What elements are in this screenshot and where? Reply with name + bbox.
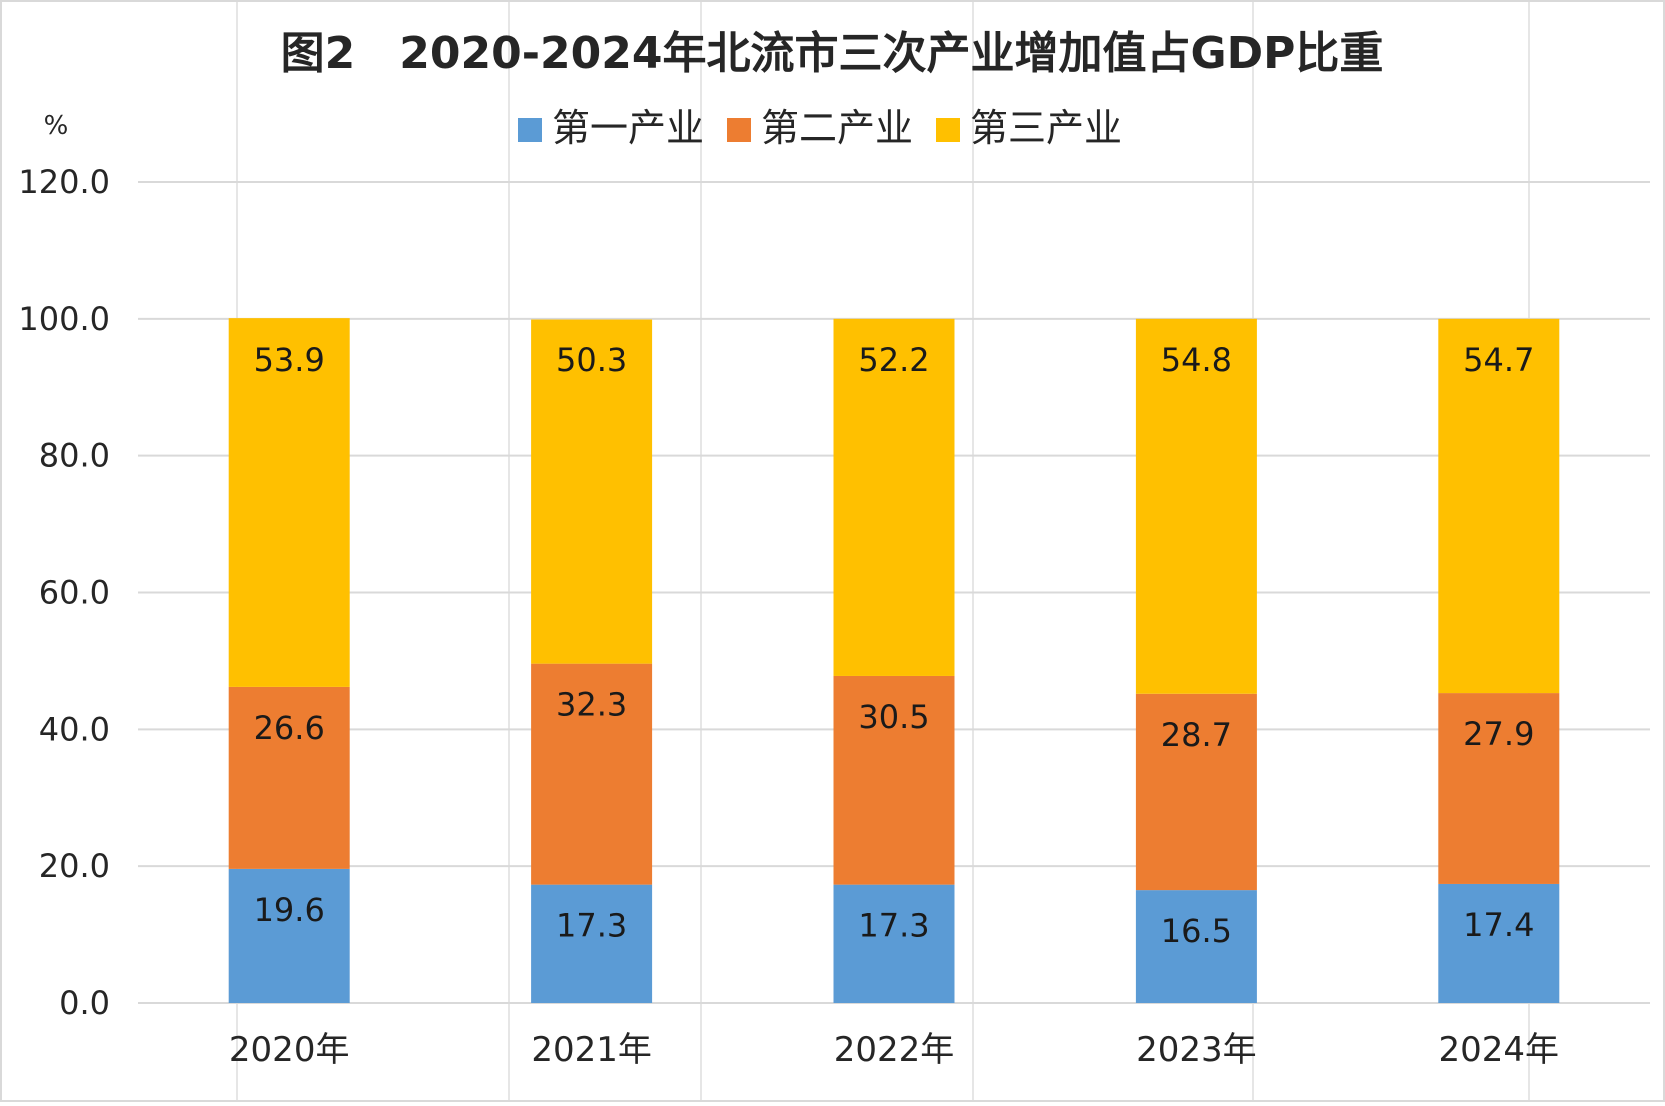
y-axis-unit: % [44, 111, 69, 141]
bar-segment [1135, 890, 1257, 1003]
legend-swatch [518, 118, 542, 142]
legend-label: 第一产业 [552, 106, 704, 150]
data-label: 50.3 [556, 341, 627, 379]
data-label: 52.2 [858, 341, 929, 379]
bar-segment [531, 319, 653, 664]
data-label: 26.6 [254, 709, 325, 747]
bar-segment [531, 663, 653, 885]
y-tick-label: 20.0 [39, 847, 110, 885]
data-label: 17.3 [556, 907, 627, 945]
data-labels: 19.6 26.6 53.9 17.3 32.3 50.3 17.3 30.5 52.2 16.5… [254, 341, 1535, 950]
bar-segment [1135, 693, 1257, 891]
data-label: 54.7 [1463, 341, 1534, 379]
data-label: 16.5 [1161, 912, 1232, 950]
legend-swatch [936, 118, 960, 142]
data-label: 54.8 [1161, 341, 1232, 379]
x-category-label: 2021年 [531, 1030, 652, 1070]
bar-segment [1438, 883, 1560, 1003]
legend-label: 第二产业 [761, 106, 913, 150]
data-label: 17.4 [1463, 906, 1534, 944]
x-category-label: 2023年 [1136, 1030, 1257, 1070]
legend-swatch [727, 118, 751, 142]
y-tick-label: 100.0 [18, 300, 110, 338]
y-tick-label: 120.0 [18, 163, 110, 201]
data-label: 53.9 [254, 341, 325, 379]
bar-segment [833, 675, 955, 885]
bar-segment [833, 884, 955, 1003]
data-label: 27.9 [1463, 715, 1534, 753]
bar-segment [1438, 318, 1560, 694]
x-category-label: 2020年 [229, 1030, 350, 1070]
bar-segment [833, 318, 955, 676]
bar-segment [531, 884, 653, 1003]
bars [228, 318, 1560, 1003]
bar-segment [228, 318, 350, 687]
y-tick-label: 60.0 [39, 574, 110, 612]
y-tick-label: 0.0 [59, 984, 110, 1022]
legend: 第一产业 第二产业 第三产业 [518, 106, 1122, 150]
data-label: 32.3 [556, 686, 627, 724]
data-label: 19.6 [254, 891, 325, 929]
bar-segment [228, 686, 350, 869]
legend-label: 第三产业 [970, 106, 1122, 150]
data-label: 17.3 [858, 907, 929, 945]
x-axis-categories: 2020年 2021年 2022年 2023年 2024年 [229, 1030, 1559, 1070]
y-axis-ticks: 0.0 20.0 40.0 60.0 80.0 100.0 120.0 [18, 163, 110, 1022]
x-category-label: 2022年 [834, 1030, 955, 1070]
bar-segment [1135, 318, 1257, 694]
chart-title: 图2 2020-2024年北流市三次产业增加值占GDP比重 [281, 28, 1384, 79]
data-label: 30.5 [858, 698, 929, 736]
bar-segment [228, 868, 350, 1003]
data-label: 28.7 [1161, 716, 1232, 754]
y-tick-label: 40.0 [39, 710, 110, 748]
y-tick-label: 80.0 [39, 437, 110, 475]
bar-segment [1438, 693, 1560, 884]
x-category-label: 2024年 [1439, 1030, 1560, 1070]
